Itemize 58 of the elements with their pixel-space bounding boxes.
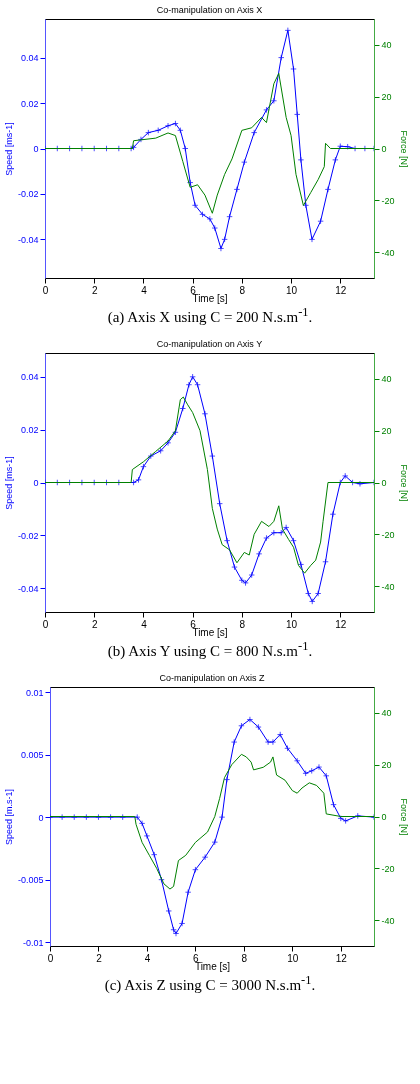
y-tick-label: 0.01 bbox=[25, 687, 44, 698]
x-tick-label: 10 bbox=[286, 284, 298, 296]
y-axis-title: Speed [ms-1] bbox=[3, 456, 14, 510]
y-tick-label: 0 bbox=[33, 144, 39, 154]
x-tick-label: 2 bbox=[96, 952, 103, 964]
y2-tick-label: 40 bbox=[381, 40, 392, 51]
y2-tick-label: -20 bbox=[381, 195, 395, 206]
y-tick-label: -0.04 bbox=[17, 583, 39, 594]
y2-tick-label: 40 bbox=[381, 374, 392, 385]
y2-tick-label: 20 bbox=[381, 426, 392, 437]
y-axis-title: Speed [m.s-1] bbox=[3, 788, 14, 846]
y-tick-label: -0.005 bbox=[17, 875, 44, 886]
y2-tick-label: 20 bbox=[381, 92, 392, 103]
x-tick-label: 2 bbox=[91, 618, 98, 630]
y2-axis-title: Force [N] bbox=[398, 464, 409, 502]
x-tick-label: 12 bbox=[335, 952, 348, 964]
y-axis-title: Speed [ms-1] bbox=[3, 122, 14, 176]
x-tick-label: 10 bbox=[286, 618, 298, 630]
chart-title: Co-manipulation on Axis Z bbox=[159, 673, 266, 683]
text: (a) Axis X using C = 200 N.s.m$^{-1}$. bbox=[106, 305, 314, 326]
x-tick-label: 12 bbox=[335, 284, 347, 296]
y-tick-label: 0.005 bbox=[20, 750, 44, 761]
y2-tick-label: 0 bbox=[381, 144, 387, 154]
y-tick-label: -0.04 bbox=[17, 234, 39, 245]
chart-title: Co-manipulation on Axis X bbox=[156, 5, 263, 15]
y-tick-label: 0.02 bbox=[20, 425, 39, 436]
x-tick-label: 4 bbox=[141, 284, 148, 296]
y-tick-label: 0 bbox=[33, 478, 39, 488]
x-tick-label: 4 bbox=[144, 952, 151, 964]
y2-tick-label: -40 bbox=[381, 247, 395, 258]
y-tick-label: 0.02 bbox=[20, 98, 39, 109]
x-tick-label: 0 bbox=[47, 952, 54, 964]
x-tick-label: 4 bbox=[141, 618, 148, 630]
y-tick-label: 0 bbox=[38, 812, 44, 823]
text: (c) Axis Z using C = 3000 N.s.m$^{-1}$. bbox=[103, 973, 317, 994]
y-tick-label: -0.02 bbox=[17, 530, 39, 541]
y2-tick-label: -20 bbox=[381, 529, 395, 540]
y2-axis-title: Force [N] bbox=[398, 798, 409, 836]
y2-tick-label: -20 bbox=[381, 863, 395, 874]
x-tick-label: 10 bbox=[287, 952, 299, 964]
x-tick-label: 2 bbox=[91, 284, 98, 296]
y2-tick-label: 20 bbox=[381, 760, 392, 771]
y-tick-label: -0.01 bbox=[22, 937, 44, 948]
y2-tick-label: -40 bbox=[381, 915, 395, 926]
x-tick-label: 8 bbox=[239, 284, 246, 296]
x-tick-label: 8 bbox=[239, 618, 246, 630]
y2-tick-label: 0 bbox=[381, 478, 387, 488]
x-tick-label: 12 bbox=[335, 618, 347, 630]
y-tick-label: 0.04 bbox=[20, 53, 39, 64]
text: (b) Axis Y using C = 800 N.s.m$^{-1}$. bbox=[106, 639, 314, 660]
y2-tick-label: -40 bbox=[381, 581, 395, 592]
y-tick-label: -0.02 bbox=[17, 189, 39, 200]
chart-title: Co-manipulation on Axis Y bbox=[156, 339, 263, 349]
x-tick-label: 8 bbox=[241, 952, 248, 964]
y2-axis-title: Force [N] bbox=[398, 130, 409, 168]
y-tick-label: 0.04 bbox=[20, 372, 39, 383]
y2-tick-label: 0 bbox=[381, 812, 387, 822]
y2-tick-label: 40 bbox=[381, 708, 392, 719]
